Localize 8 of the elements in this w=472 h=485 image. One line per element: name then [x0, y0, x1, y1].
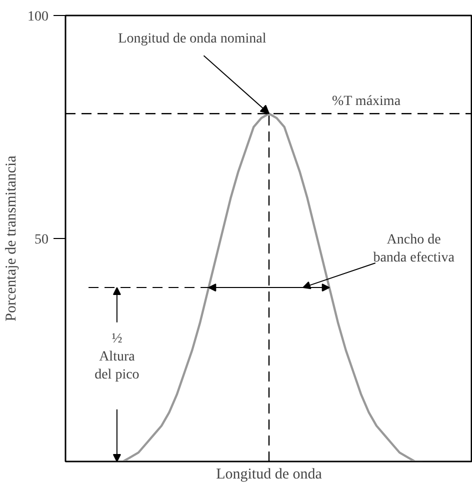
annotation: ½ Altura del pico [94, 332, 140, 383]
y-axis-title: Porcentaje de transmitancia [4, 155, 20, 322]
ref-line-label: %T máxima [332, 94, 402, 110]
y-tick-label: 100 [28, 10, 48, 24]
y-tick-label: 50 [34, 232, 48, 248]
x-axis-title: Longitud de onda [216, 466, 322, 482]
annotation: Longitud de onda nominal [118, 32, 266, 47]
annotation: Ancho de banda efectiva [373, 232, 456, 266]
